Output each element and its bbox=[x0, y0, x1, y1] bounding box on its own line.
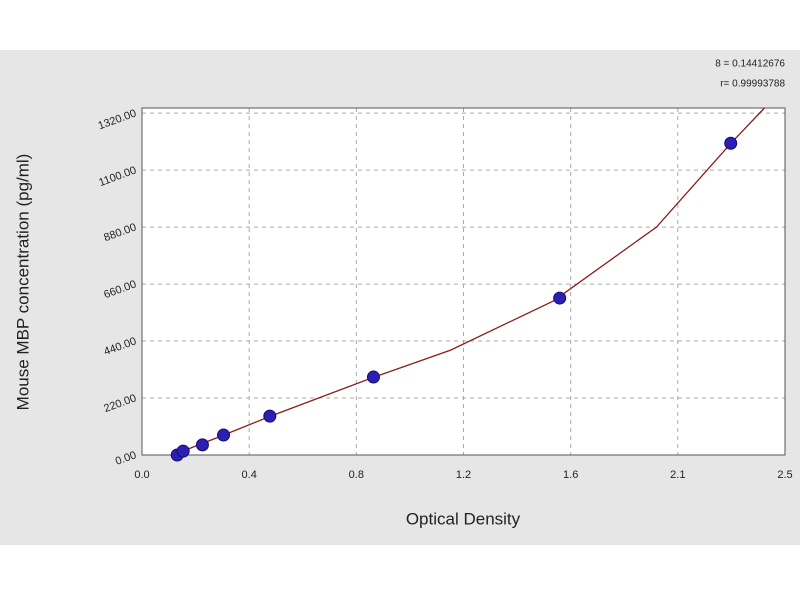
data-point bbox=[553, 291, 567, 305]
data-point bbox=[195, 438, 209, 452]
data-point bbox=[366, 370, 380, 384]
plot-border bbox=[141, 107, 786, 456]
y-axis-title: Mouse MBP concentration (pg/ml) bbox=[13, 154, 32, 411]
x-tick-label: 1.6 bbox=[563, 469, 578, 481]
annotation: r= 0.99993788 bbox=[720, 79, 785, 90]
plot-area bbox=[142, 108, 785, 455]
fit-curve bbox=[172, 107, 765, 456]
x-tick-label: 2.1 bbox=[670, 469, 685, 481]
x-tick-label: 0.0 bbox=[134, 469, 149, 481]
x-tick-label: 2.5 bbox=[777, 469, 792, 481]
data-point bbox=[263, 409, 277, 423]
annotation: 8 = 0.14412676 bbox=[715, 59, 785, 70]
data-point bbox=[724, 136, 738, 150]
x-axis-title: Optical Density bbox=[406, 509, 521, 528]
data-point bbox=[176, 444, 190, 458]
x-tick-label: 1.2 bbox=[456, 469, 471, 481]
data-point bbox=[217, 428, 231, 442]
x-tick-label: 0.4 bbox=[242, 469, 257, 481]
x-tick-label: 0.8 bbox=[349, 469, 364, 481]
